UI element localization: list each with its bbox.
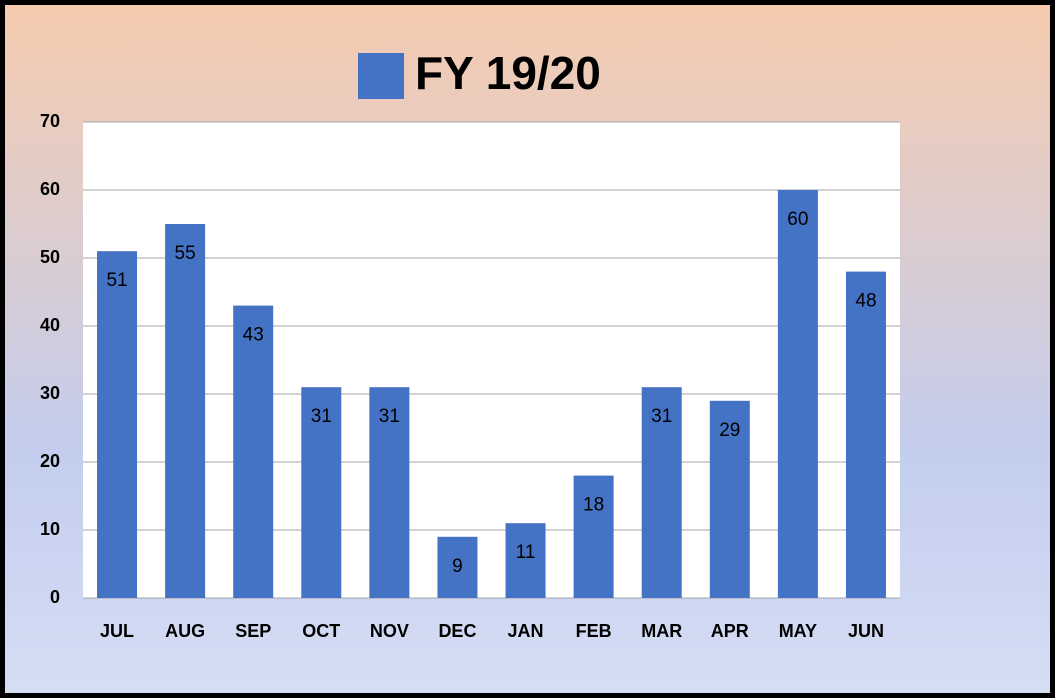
bar [233,305,274,598]
value-label: 43 [243,325,264,346]
value-label: 51 [106,270,127,291]
y-tick-label: 0 [50,587,60,607]
value-label: 31 [311,406,332,427]
x-tick-label: JAN [508,621,544,641]
x-tick-label: DEC [438,621,476,641]
value-label: 55 [175,243,196,264]
bar [165,224,206,598]
bar [845,271,886,598]
x-tick-label: NOV [370,621,409,641]
y-tick-label: 40 [40,315,60,335]
value-label: 31 [651,406,672,427]
value-label: 11 [516,542,536,563]
x-tick-label: AUG [165,621,205,641]
y-tick-label: 30 [40,383,60,403]
x-tick-label: MAR [641,621,682,641]
bar [97,251,138,598]
y-tick-label: 60 [40,179,60,199]
bar [437,536,478,598]
x-tick-label: OCT [302,621,340,641]
y-tick-label: 50 [40,247,60,267]
value-label: 18 [583,495,604,516]
bar [709,400,750,598]
x-tick-label: JUN [848,621,884,641]
bar [641,387,682,598]
x-tick-label: FEB [576,621,612,641]
plot-area [83,122,900,598]
value-label: 48 [855,291,876,312]
bar [505,523,546,598]
y-tick-label: 20 [40,451,60,471]
legend-label: FY 19/20 [415,47,601,99]
value-label: 9 [452,556,463,577]
x-tick-label: SEP [235,621,271,641]
bar [573,475,614,598]
x-tick-label: MAY [779,621,817,641]
value-label: 31 [379,406,400,427]
bar [369,387,410,598]
y-tick-label: 10 [40,519,60,539]
bar [777,190,818,598]
value-label: 29 [719,420,740,441]
value-label: 60 [787,209,808,230]
bar [301,387,342,598]
legend-swatch [358,53,404,99]
x-tick-label: JUL [100,621,134,641]
y-tick-label: 70 [40,111,60,131]
x-tick-label: APR [711,621,749,641]
